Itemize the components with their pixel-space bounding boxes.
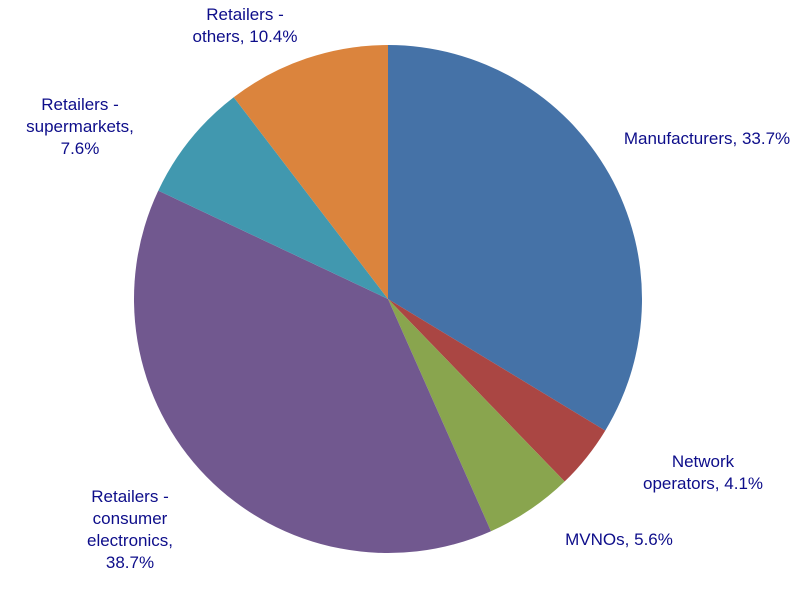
value-label: 7.6%	[60, 139, 100, 158]
category-label: Retailers - supermarkets,	[26, 95, 134, 136]
pie-slice	[233, 45, 388, 299]
category-label: MVNOs,	[565, 530, 630, 549]
pie-slice	[388, 45, 642, 431]
data-label: MVNOs, 5.6%	[519, 529, 719, 551]
data-label: Retailers - consumer electronics, 38.7%	[75, 486, 185, 574]
pie-slice	[388, 299, 565, 532]
data-label: Network operators, 4.1%	[636, 451, 771, 495]
pie-slice	[134, 190, 491, 553]
value-label: 38.7%	[105, 553, 155, 572]
value-label: 33.7%	[741, 129, 791, 148]
value-label: 10.4%	[249, 27, 298, 46]
category-label: Retailers - consumer electronics,	[87, 487, 173, 550]
data-label: Manufacturers, 33.7%	[622, 128, 792, 150]
data-label: Retailers - others, 10.4%	[180, 4, 310, 48]
category-label: Manufacturers,	[623, 129, 738, 148]
value-label: 5.6%	[634, 530, 673, 549]
data-label: Retailers - supermarkets, 7.6%	[20, 94, 140, 160]
pie-slice	[158, 97, 388, 299]
category-label: Retailers - others,	[192, 5, 284, 46]
value-label: 4.1%	[724, 474, 764, 493]
category-label: Network operators,	[642, 452, 735, 493]
pie-slice	[388, 299, 606, 482]
